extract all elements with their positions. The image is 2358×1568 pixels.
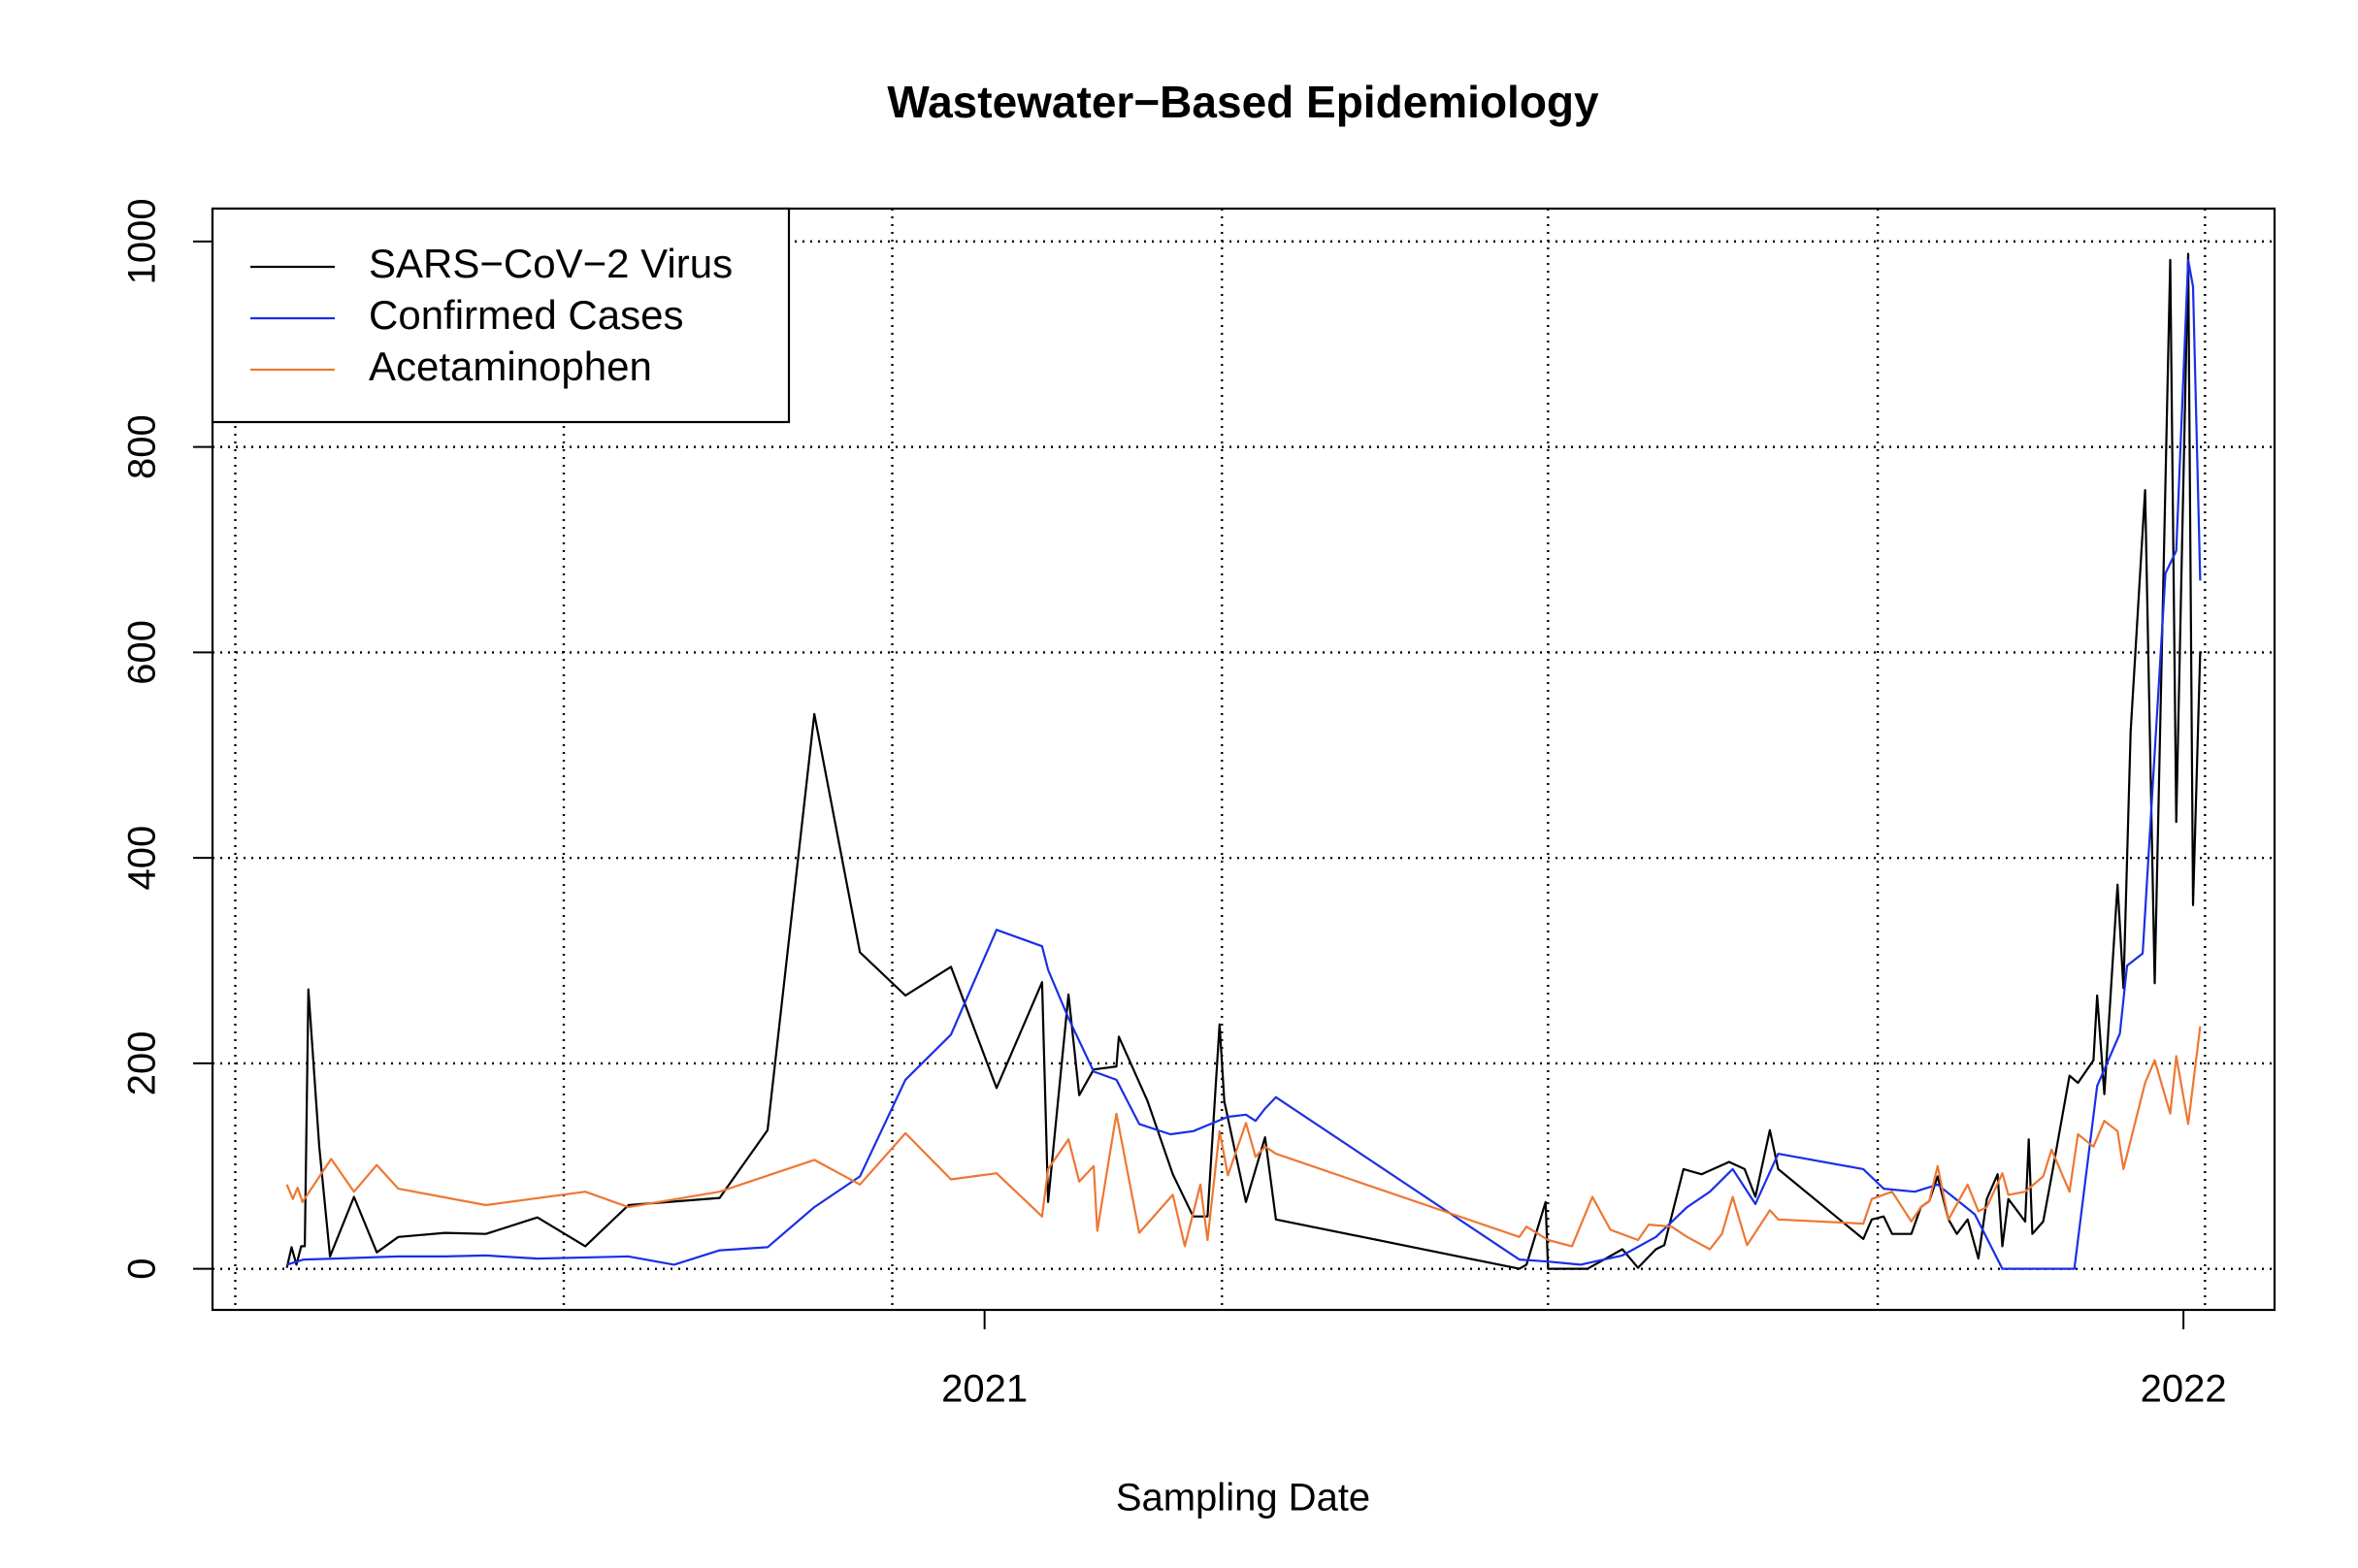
x-tick-label: 2021 bbox=[941, 1368, 1028, 1411]
series-line bbox=[285, 1026, 2202, 1251]
y-tick-label: 0 bbox=[121, 1258, 164, 1280]
legend-label: Acetaminophen bbox=[369, 343, 652, 389]
series-line bbox=[285, 252, 2202, 1270]
legend-box bbox=[211, 207, 791, 424]
series-line bbox=[286, 258, 2202, 1270]
y-tick-label: 400 bbox=[121, 826, 164, 891]
legend-label: SARS−CoV−2 Virus bbox=[369, 241, 733, 286]
y-tick-label: 800 bbox=[121, 414, 164, 479]
y-tick-label: 1000 bbox=[121, 198, 164, 284]
chart-title: Wastewater−Based Epidemiology bbox=[887, 77, 1599, 127]
x-axis-label: Sampling Date bbox=[1116, 1477, 1370, 1519]
y-tick-label: 600 bbox=[121, 620, 164, 685]
plot-frame bbox=[211, 207, 2276, 1312]
legend-label: Confirmed Cases bbox=[369, 292, 683, 338]
x-tick-label: 2022 bbox=[2141, 1368, 2227, 1411]
y-tick-label: 200 bbox=[121, 1031, 164, 1096]
